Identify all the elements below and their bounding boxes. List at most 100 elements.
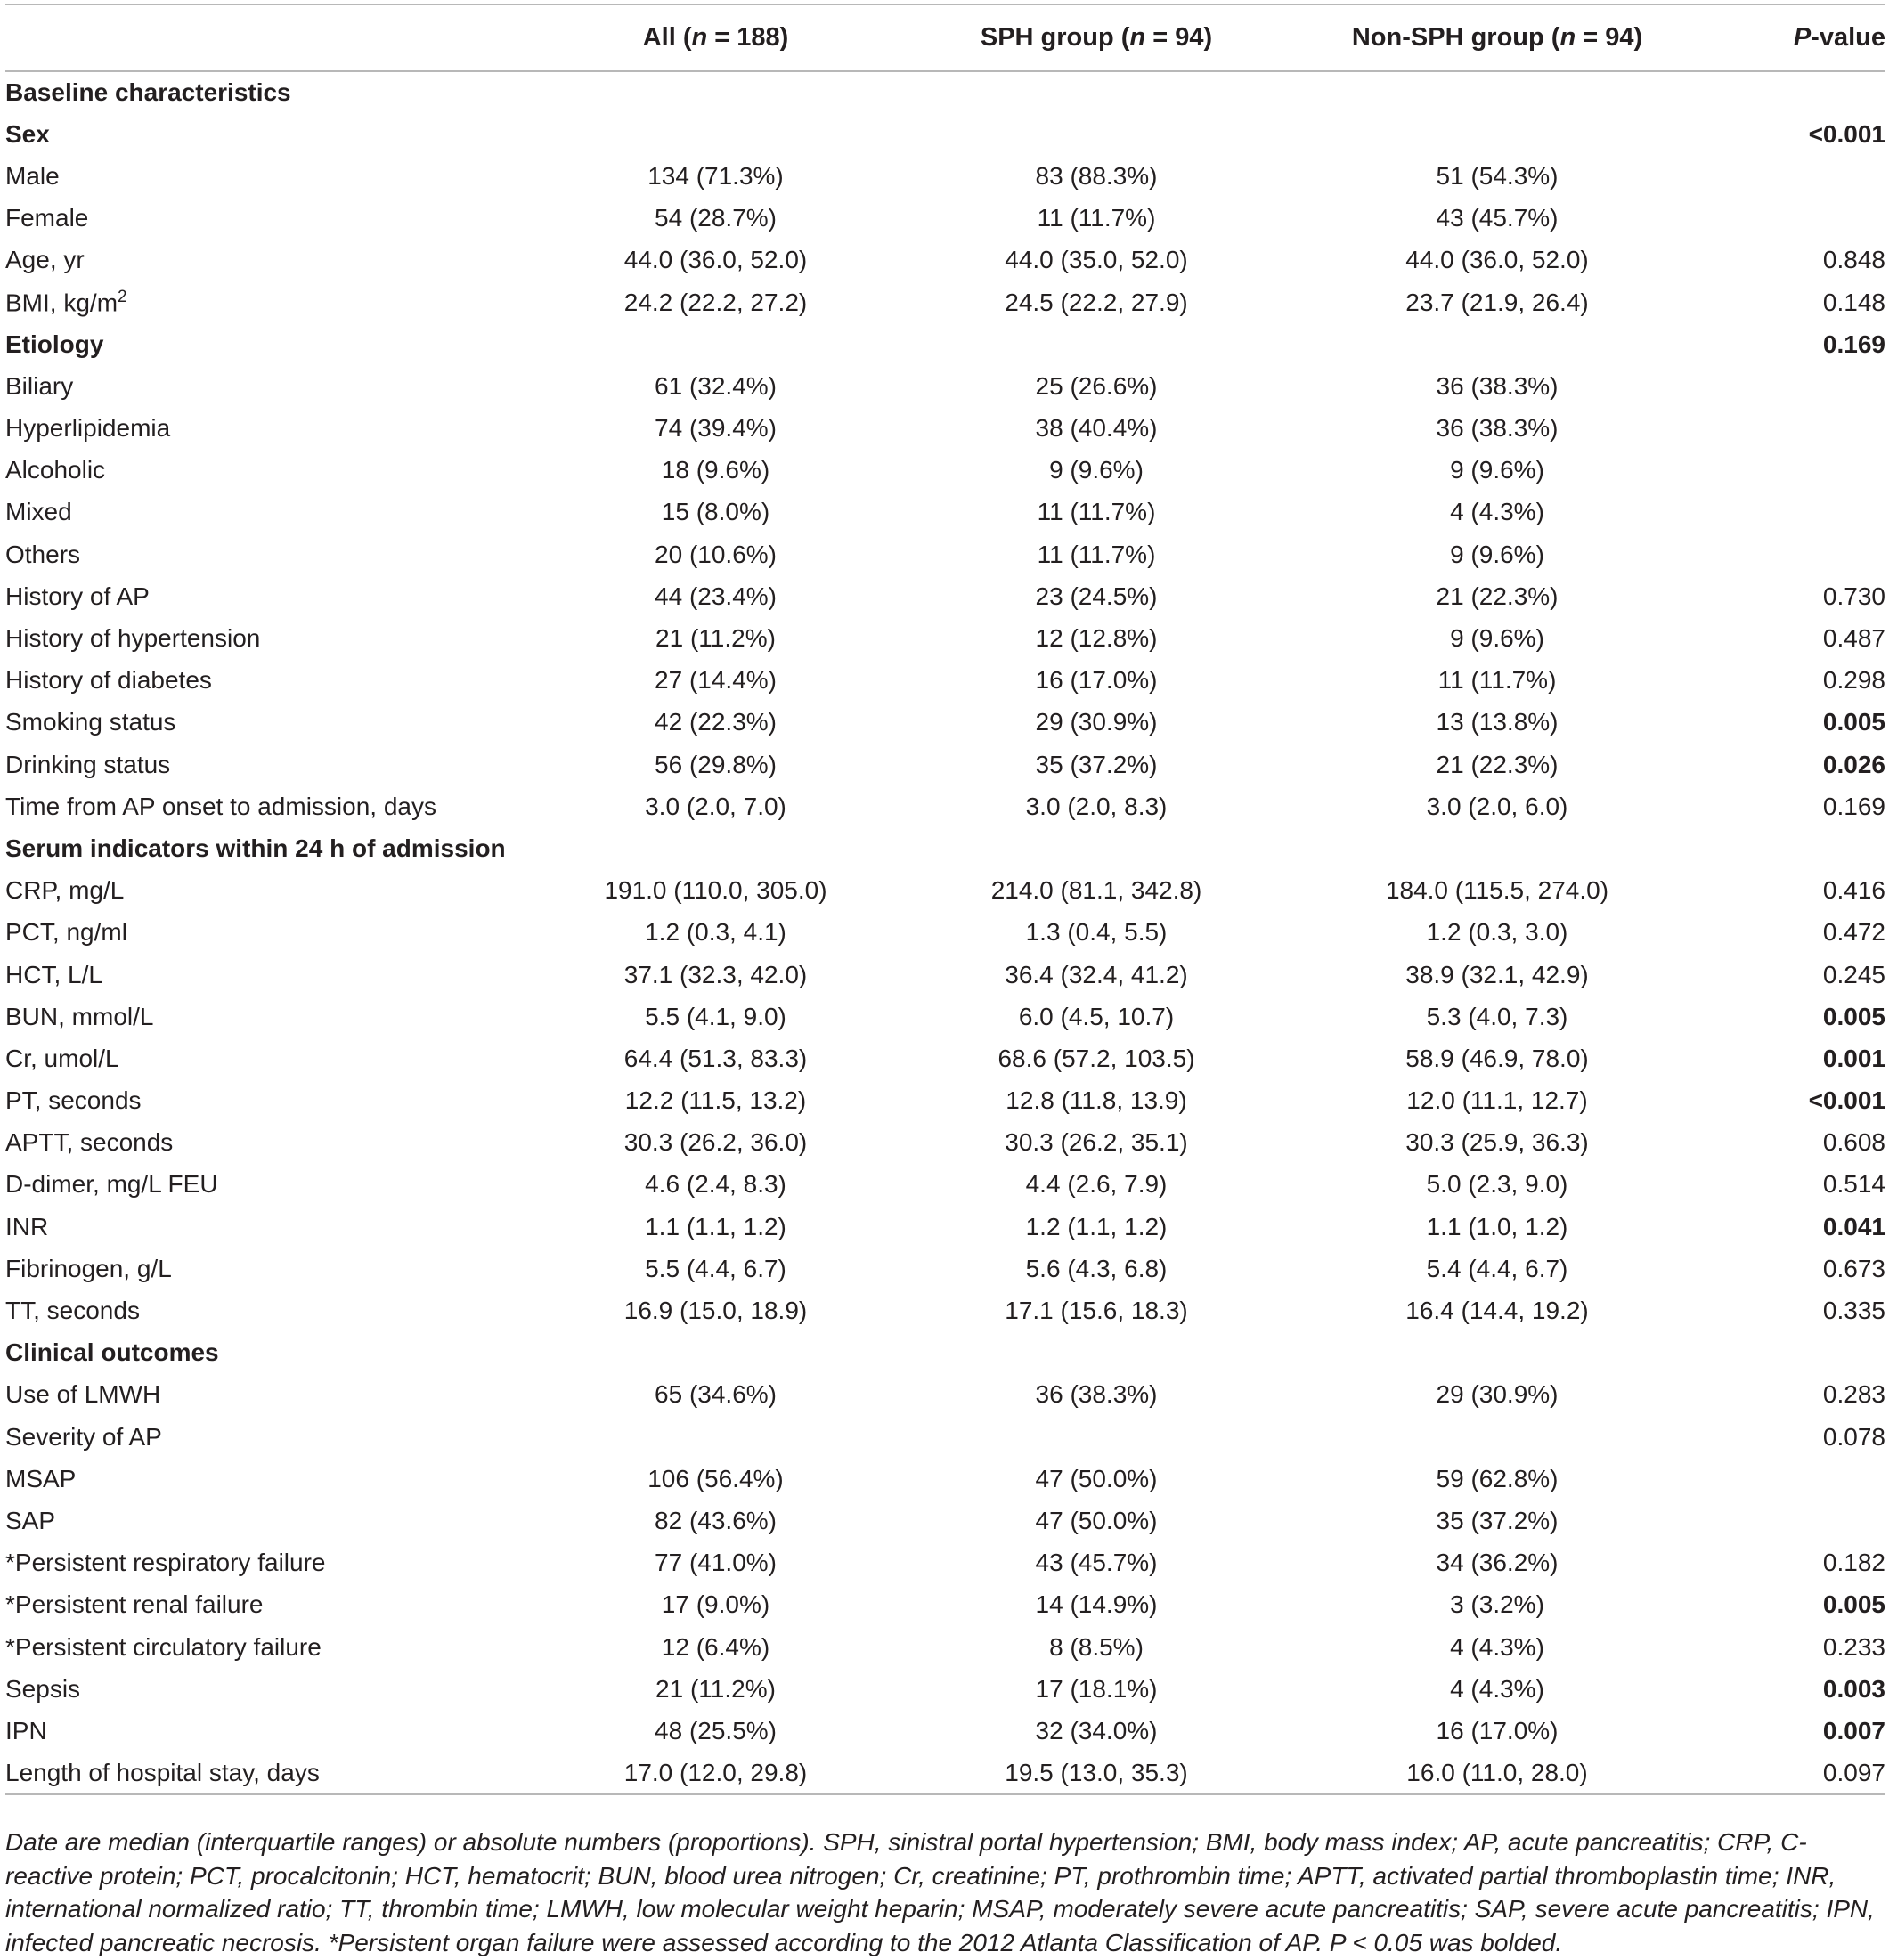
header-all-post: = 188) xyxy=(707,23,789,52)
header-p-value: P-value xyxy=(1675,4,1885,71)
table-row: Hyperlipidemia 74 (39.4%) 38 (40.4%) 36 (38… xyxy=(5,408,1885,450)
row-label-cell: Etiology xyxy=(5,323,558,365)
cell-p-value xyxy=(1675,1500,1885,1541)
cell-all: 17 (9.0%) xyxy=(661,1590,770,1619)
table-row: D-dimer, mg/L FEU 4.6 (2.4, 8.3) 4.4 (2.6,… xyxy=(5,1164,1885,1206)
header-all-n: n xyxy=(691,23,708,52)
cell-all: 54 (28.7%) xyxy=(655,204,777,232)
cell-non-sph: 21 (22.3%) xyxy=(1436,750,1559,778)
cell-all: 64.4 (51.3, 83.3) xyxy=(623,1044,808,1072)
row-label: Smoking status xyxy=(5,708,176,736)
cell-p-value xyxy=(1675,827,1885,869)
cell-sph xyxy=(874,1416,1319,1458)
cell-all: 61 (32.4%) xyxy=(655,371,777,400)
header-non-pre: Non-SPH group ( xyxy=(1351,23,1560,52)
row-label-cell: Mixed xyxy=(5,492,558,533)
cell-p-value: 0.078 xyxy=(1822,1422,1885,1451)
row-label-cell: Use of LMWH xyxy=(5,1374,558,1416)
table-row: Female 54 (28.7%) 11 (11.7%) 43 (45.7%) xyxy=(5,198,1885,240)
cell-all: 17.0 (12.0, 29.8) xyxy=(623,1758,808,1786)
cell-all xyxy=(558,113,874,155)
cell-non-sph: 36 (38.3%) xyxy=(1436,414,1559,443)
cell-sph: 16 (17.0%) xyxy=(1035,666,1158,695)
row-label-cell: Serum indicators within 24 h of admissio… xyxy=(5,827,558,869)
cell-non-sph: 12.0 (11.1, 12.7) xyxy=(1406,1086,1588,1115)
row-label: BMI, kg/m xyxy=(5,289,118,317)
row-label-cell: Alcoholic xyxy=(5,450,558,492)
cell-sph: 17.1 (15.6, 18.3) xyxy=(1005,1297,1188,1325)
row-label: Sex xyxy=(5,119,50,148)
cell-all: 77 (41.0%) xyxy=(655,1549,777,1577)
cell-non-sph: 9 (9.6%) xyxy=(1450,540,1544,568)
row-label-cell: Time from AP onset to admission, days xyxy=(5,785,558,827)
subgroup-row: Etiology 0.169 xyxy=(5,323,1885,365)
cell-sph xyxy=(874,71,1319,113)
row-label: Length of hospital stay, days xyxy=(5,1758,320,1786)
header-all: All (n = 188) xyxy=(558,4,874,71)
cell-sph: 1.3 (0.4, 5.5) xyxy=(1025,918,1168,947)
row-label: APTT, seconds xyxy=(5,1128,174,1157)
cell-all: 42 (22.3%) xyxy=(655,708,777,736)
table-row: Severity of AP 0.078 xyxy=(5,1416,1885,1458)
cell-sph xyxy=(874,113,1319,155)
cell-p-value: 0.848 xyxy=(1822,246,1885,274)
table-row: APTT, seconds 30.3 (26.2, 36.0) 30.3 (26.2… xyxy=(5,1122,1885,1164)
cell-sph: 12.8 (11.8, 13.9) xyxy=(1006,1086,1187,1115)
cell-non-sph: 35 (37.2%) xyxy=(1436,1506,1559,1534)
row-label-cell: History of diabetes xyxy=(5,660,558,702)
table-row: BMI, kg/m2 24.2 (22.2, 27.2) 24.5 (22.2, 2… xyxy=(5,281,1885,323)
cell-all: 44 (23.4%) xyxy=(655,581,777,610)
cell-non-sph xyxy=(1319,113,1675,155)
cell-sph: 1.2 (1.1, 1.2) xyxy=(1025,1212,1168,1240)
cell-all: 5.5 (4.1, 9.0) xyxy=(645,1002,786,1030)
row-label-cell: D-dimer, mg/L FEU xyxy=(5,1164,558,1206)
cell-non-sph: 9 (9.6%) xyxy=(1450,624,1544,653)
cell-p-value: 0.514 xyxy=(1822,1170,1885,1199)
row-label: PCT, ng/ml xyxy=(5,918,127,947)
table-row: Use of LMWH 65 (34.6%) 36 (38.3%) 29 (30.9%… xyxy=(5,1374,1885,1416)
row-label: Male xyxy=(5,161,60,190)
cell-non-sph: 58.9 (46.9, 78.0) xyxy=(1405,1044,1589,1072)
row-label: Fibrinogen, g/L xyxy=(5,1254,172,1282)
cell-all: 37.1 (32.3, 42.0) xyxy=(623,960,808,988)
cell-sph: 19.5 (13.0, 35.3) xyxy=(1005,1758,1188,1786)
cell-p-value: 0.003 xyxy=(1822,1674,1885,1703)
cell-all: 27 (14.4%) xyxy=(655,666,777,695)
cell-p-value: 0.169 xyxy=(1822,792,1885,820)
row-label: Baseline characteristics xyxy=(5,78,291,107)
cell-sph: 44.0 (35.0, 52.0) xyxy=(1005,246,1188,274)
cell-sph: 9 (9.6%) xyxy=(1049,456,1144,484)
header-p-post: -value xyxy=(1811,23,1885,52)
cell-p-value: 0.005 xyxy=(1822,1002,1885,1030)
table-row: History of AP 44 (23.4%) 23 (24.5%) 21 (22.… xyxy=(5,575,1885,617)
row-label: TT, seconds xyxy=(5,1297,140,1325)
row-label: Alcoholic xyxy=(5,456,106,484)
cell-p-value: 0.233 xyxy=(1822,1632,1885,1661)
cell-all: 16.9 (15.0, 18.9) xyxy=(623,1297,808,1325)
cell-sph: 30.3 (26.2, 35.1) xyxy=(1005,1128,1188,1157)
cell-p-value xyxy=(1675,408,1885,450)
cell-all: 44.0 (36.0, 52.0) xyxy=(623,246,808,274)
header-non-sph: Non-SPH group (n = 94) xyxy=(1319,4,1675,71)
row-label-cell: Others xyxy=(5,533,558,575)
header-characteristic xyxy=(5,4,558,71)
table-row: Biliary 61 (32.4%) 25 (26.6%) 36 (38.3%) xyxy=(5,365,1885,407)
row-label: Use of LMWH xyxy=(5,1380,161,1409)
cell-all xyxy=(558,827,874,869)
row-label-cell: Smoking status xyxy=(5,702,558,744)
cell-p-value xyxy=(1675,1332,1885,1374)
cell-non-sph: 36 (38.3%) xyxy=(1436,371,1559,400)
cell-p-value: 0.005 xyxy=(1822,708,1885,736)
header-non-n: n xyxy=(1559,23,1576,52)
table-row: INR 1.1 (1.1, 1.2) 1.2 (1.1, 1.2) 1.1 (1.0,… xyxy=(5,1206,1885,1248)
cell-sph: 214.0 (81.1, 342.8) xyxy=(990,876,1202,905)
cell-non-sph xyxy=(1319,1332,1675,1374)
row-label-cell: Baseline characteristics xyxy=(5,71,558,113)
cell-sph: 5.6 (4.3, 6.8) xyxy=(1025,1254,1168,1282)
header-all-pre: All ( xyxy=(642,23,692,52)
row-label-superscript: 2 xyxy=(118,287,127,306)
row-label: Others xyxy=(5,540,81,568)
cell-sph: 35 (37.2%) xyxy=(1035,750,1158,778)
cell-all: 191.0 (110.0, 305.0) xyxy=(604,876,827,905)
cell-non-sph: 184.0 (115.5, 274.0) xyxy=(1385,876,1609,905)
